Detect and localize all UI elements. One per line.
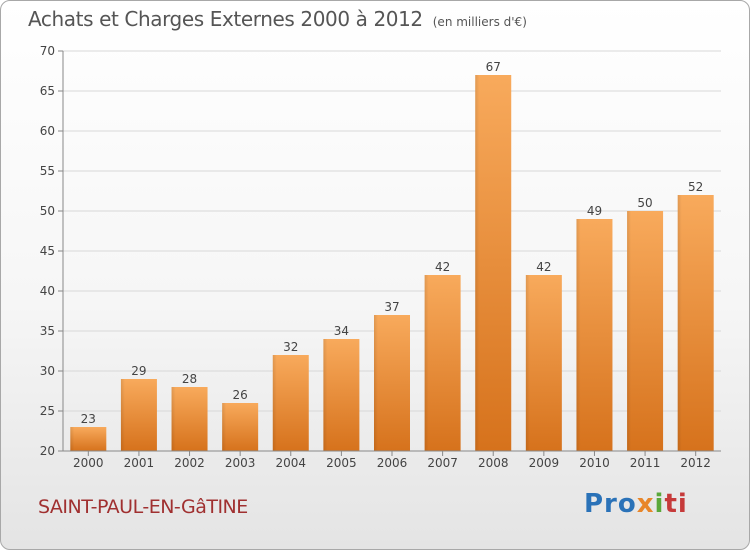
x-tick-label: 2012 <box>680 456 711 470</box>
data-label: 32 <box>283 340 298 354</box>
bar <box>374 315 410 451</box>
y-tick-label: 40 <box>40 284 55 298</box>
data-label: 28 <box>182 372 197 386</box>
bar <box>475 75 512 451</box>
x-tick-label: 2010 <box>579 456 610 470</box>
data-label: 26 <box>233 388 248 402</box>
bar <box>171 387 208 451</box>
x-tick-label: 2011 <box>630 456 661 470</box>
bar-shade <box>576 219 581 451</box>
y-tick-label: 50 <box>40 204 55 218</box>
data-label: 67 <box>486 60 501 74</box>
x-tick-label: 2001 <box>124 456 155 470</box>
bar-shade <box>424 275 429 451</box>
bar-shade <box>222 403 227 451</box>
y-tick-label: 25 <box>40 404 55 418</box>
bar <box>272 355 309 451</box>
bar <box>576 219 613 451</box>
logo-part-3: i <box>654 489 665 519</box>
bar <box>120 379 157 451</box>
logo-part-1: Pro <box>584 489 637 519</box>
data-label: 50 <box>637 196 652 210</box>
x-tick-label: 2000 <box>73 456 104 470</box>
logo-part-4: ti <box>664 489 688 519</box>
bar-shade <box>475 75 480 451</box>
proxiti-logo: Proxiti <box>584 489 688 519</box>
bar-shade <box>120 379 125 451</box>
x-tick-label: 2005 <box>326 456 357 470</box>
data-label: 34 <box>334 324 349 338</box>
bar <box>222 403 259 451</box>
bar <box>70 427 107 451</box>
bar-shade <box>525 275 530 451</box>
y-tick-label: 30 <box>40 364 55 378</box>
chart-title: Achats et Charges Externes 2000 à 2012 (e… <box>28 7 527 31</box>
bar <box>677 195 714 451</box>
bar <box>424 275 461 451</box>
bar-shade <box>171 387 176 451</box>
bar <box>323 339 360 451</box>
data-label: 42 <box>435 260 450 274</box>
bar-shade <box>272 355 277 451</box>
data-label: 52 <box>688 180 703 194</box>
data-label: 42 <box>536 260 551 274</box>
commune-name: SAINT-PAUL-EN-GâTINE <box>38 496 248 518</box>
logo-part-2: x <box>636 489 655 519</box>
x-tick-label: 2008 <box>478 456 509 470</box>
x-tick-label: 2009 <box>529 456 560 470</box>
y-tick-label: 70 <box>40 44 55 58</box>
data-label: 23 <box>81 412 96 426</box>
data-label: 37 <box>384 300 399 314</box>
bar-shade <box>323 339 328 451</box>
bar-shade <box>374 315 378 451</box>
x-tick-label: 2002 <box>174 456 205 470</box>
y-tick-label: 55 <box>40 164 55 178</box>
y-tick-label: 65 <box>40 84 55 98</box>
y-tick-label: 60 <box>40 124 55 138</box>
bar-shade <box>627 211 632 451</box>
y-axis: 20 25 30 35 40 45 50 55 60 65 70 <box>40 44 64 458</box>
y-tick-label: 45 <box>40 244 55 258</box>
x-tick-label: 2007 <box>427 456 458 470</box>
bars: 23 29 28 26 32 34 37 42 67 42 49 50 52 <box>70 60 714 451</box>
bar <box>525 275 562 451</box>
y-tick-label: 20 <box>40 444 55 458</box>
y-tick-label: 35 <box>40 324 55 338</box>
x-axis: 2000 2001 2002 2003 2004 2005 2006 2007 2008 2009… <box>63 450 721 470</box>
bar-shade <box>677 195 682 451</box>
x-tick-label: 2006 <box>377 456 408 470</box>
chart-unit: (en milliers d'€) <box>432 15 527 29</box>
chart-title-text: Achats et Charges Externes 2000 à 2012 <box>28 7 423 31</box>
data-label: 49 <box>587 204 602 218</box>
bar-shade <box>70 427 75 451</box>
x-tick-label: 2003 <box>225 456 256 470</box>
bar <box>627 211 664 451</box>
data-label: 29 <box>131 364 146 378</box>
x-tick-label: 2004 <box>275 456 306 470</box>
